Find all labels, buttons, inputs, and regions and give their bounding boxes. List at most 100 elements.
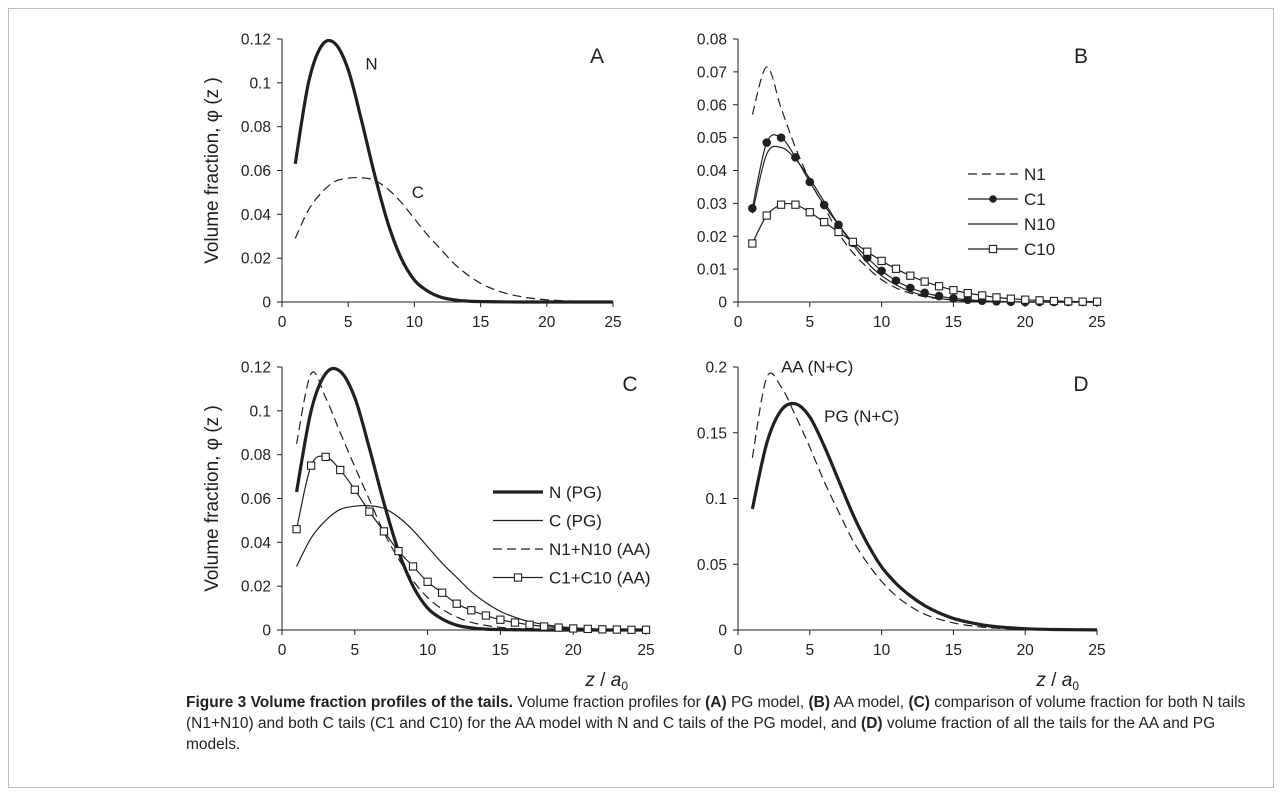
series-line-n10 xyxy=(751,145,1098,303)
x-tick-label: 10 xyxy=(873,642,891,659)
data-point xyxy=(510,618,520,627)
data-point xyxy=(452,599,461,608)
y-tick-label: 0.12 xyxy=(241,360,271,377)
caption-part: Volume fraction profiles for xyxy=(512,694,706,711)
caption-part: PG model, xyxy=(726,694,809,711)
series-line-c xyxy=(294,176,614,303)
data-point xyxy=(408,562,418,571)
x-tick-label: 0 xyxy=(734,642,743,659)
y-tick-label: 0.06 xyxy=(697,97,727,114)
caption-part: comparison of volume fraction for both N… xyxy=(186,694,1246,732)
legend-label: C (PG) xyxy=(549,512,602,531)
x-tick-label: 5 xyxy=(344,314,353,331)
data-point xyxy=(1092,297,1102,306)
x-tick-label: 10 xyxy=(406,314,424,331)
data-point xyxy=(539,622,549,631)
caption-title: Figure 3 Volume fraction profiles of the… xyxy=(186,694,513,711)
series-label: C xyxy=(412,183,424,202)
caption-part: (D) xyxy=(861,715,883,732)
chart-panel-b: 0 5 10 15 20 25 0 0.01 0.02 0.03 0.04 0.05 0.06 0.07 0… xyxy=(697,32,1106,332)
series-line-n1 xyxy=(751,66,1098,303)
data-point xyxy=(612,625,622,634)
legend-marker xyxy=(988,244,998,254)
data-point xyxy=(791,153,800,162)
data-point xyxy=(365,507,374,516)
panel-letter: B xyxy=(1074,45,1088,68)
data-point xyxy=(1035,296,1044,305)
series-line-c-pg- xyxy=(296,504,647,631)
x-tick-label: 25 xyxy=(637,642,654,659)
x-axis-label-sep: / xyxy=(1046,670,1062,691)
x-axis-label-a: a xyxy=(611,670,622,691)
y-tick-label: 0.2 xyxy=(705,360,727,377)
data-point xyxy=(834,227,843,237)
x-axis-label-subscript: 0 xyxy=(1072,679,1079,693)
y-tick-label: 0.1 xyxy=(249,75,271,92)
data-point xyxy=(1078,297,1087,306)
x-tick-label: 5 xyxy=(805,314,814,331)
data-point xyxy=(321,452,330,462)
x-tick-label: 5 xyxy=(350,642,359,659)
x-tick-label: 20 xyxy=(1017,314,1035,331)
series-label: PG (N+C) xyxy=(824,407,899,426)
x-axis-label: z / a0 xyxy=(584,670,628,693)
x-tick-label: 25 xyxy=(1088,642,1105,659)
caption-part: (A) xyxy=(705,694,727,711)
data-point xyxy=(627,625,636,634)
data-point xyxy=(934,282,944,291)
x-tick-label: 20 xyxy=(1017,642,1035,659)
data-point xyxy=(438,588,447,597)
y-tick-label: 0.05 xyxy=(697,557,727,574)
y-tick-label: 0.06 xyxy=(241,163,271,180)
legend-label: C1 xyxy=(1024,190,1046,209)
legend-label: C1+C10 (AA) xyxy=(549,569,651,588)
data-point xyxy=(906,271,915,280)
legend-marker xyxy=(989,195,997,203)
series-line-aa-n-c- xyxy=(751,372,1098,631)
x-axis-label-z: z xyxy=(584,670,595,691)
y-tick-label: 0.03 xyxy=(697,196,727,213)
legend-item: N (PG) xyxy=(493,483,602,502)
panel-letter: D xyxy=(1073,373,1088,396)
y-tick-label: 0.1 xyxy=(705,491,727,508)
legend-item: C10 xyxy=(968,240,1055,259)
legend-item: C (PG) xyxy=(493,512,602,531)
x-axis-label-a: a xyxy=(1062,670,1073,691)
legend-item: C1+C10 (AA) xyxy=(493,569,651,588)
x-tick-label: 15 xyxy=(945,314,962,331)
y-tick-label: 0.02 xyxy=(697,229,727,246)
data-point xyxy=(569,624,578,633)
y-tick-label: 0 xyxy=(718,623,727,640)
y-tick-label: 0 xyxy=(262,295,271,312)
data-point xyxy=(306,461,316,470)
y-tick-label: 0.08 xyxy=(697,32,727,49)
x-axis-label-z: z xyxy=(1035,670,1046,691)
data-point xyxy=(791,200,800,209)
y-tick-label: 0.04 xyxy=(241,535,272,552)
legend-marker xyxy=(513,573,523,582)
data-point xyxy=(891,264,901,273)
data-point xyxy=(992,293,1001,302)
data-point xyxy=(525,620,534,629)
series-line-n1-n10-aa- xyxy=(295,371,647,631)
data-point xyxy=(820,217,829,227)
data-point xyxy=(748,239,757,248)
caption-part: (C) xyxy=(908,694,930,711)
data-point xyxy=(877,256,886,266)
y-tick-label: 0.15 xyxy=(697,425,727,442)
y-tick-label: 0.12 xyxy=(241,32,271,49)
panel-letter: C xyxy=(622,373,637,396)
legend-label: N (PG) xyxy=(549,483,602,502)
x-tick-label: 5 xyxy=(805,642,814,659)
y-tick-label: 0.05 xyxy=(697,130,727,147)
y-tick-label: 0.07 xyxy=(697,64,727,81)
x-tick-label: 10 xyxy=(419,642,437,659)
data-point xyxy=(641,625,651,634)
series-line-pg-n-c- xyxy=(750,401,1098,632)
x-axis-label-subscript: 0 xyxy=(621,679,628,693)
data-point xyxy=(805,208,814,217)
x-tick-label: 15 xyxy=(492,642,509,659)
legend-item: N1 xyxy=(968,165,1046,184)
x-tick-label: 25 xyxy=(1088,314,1105,331)
